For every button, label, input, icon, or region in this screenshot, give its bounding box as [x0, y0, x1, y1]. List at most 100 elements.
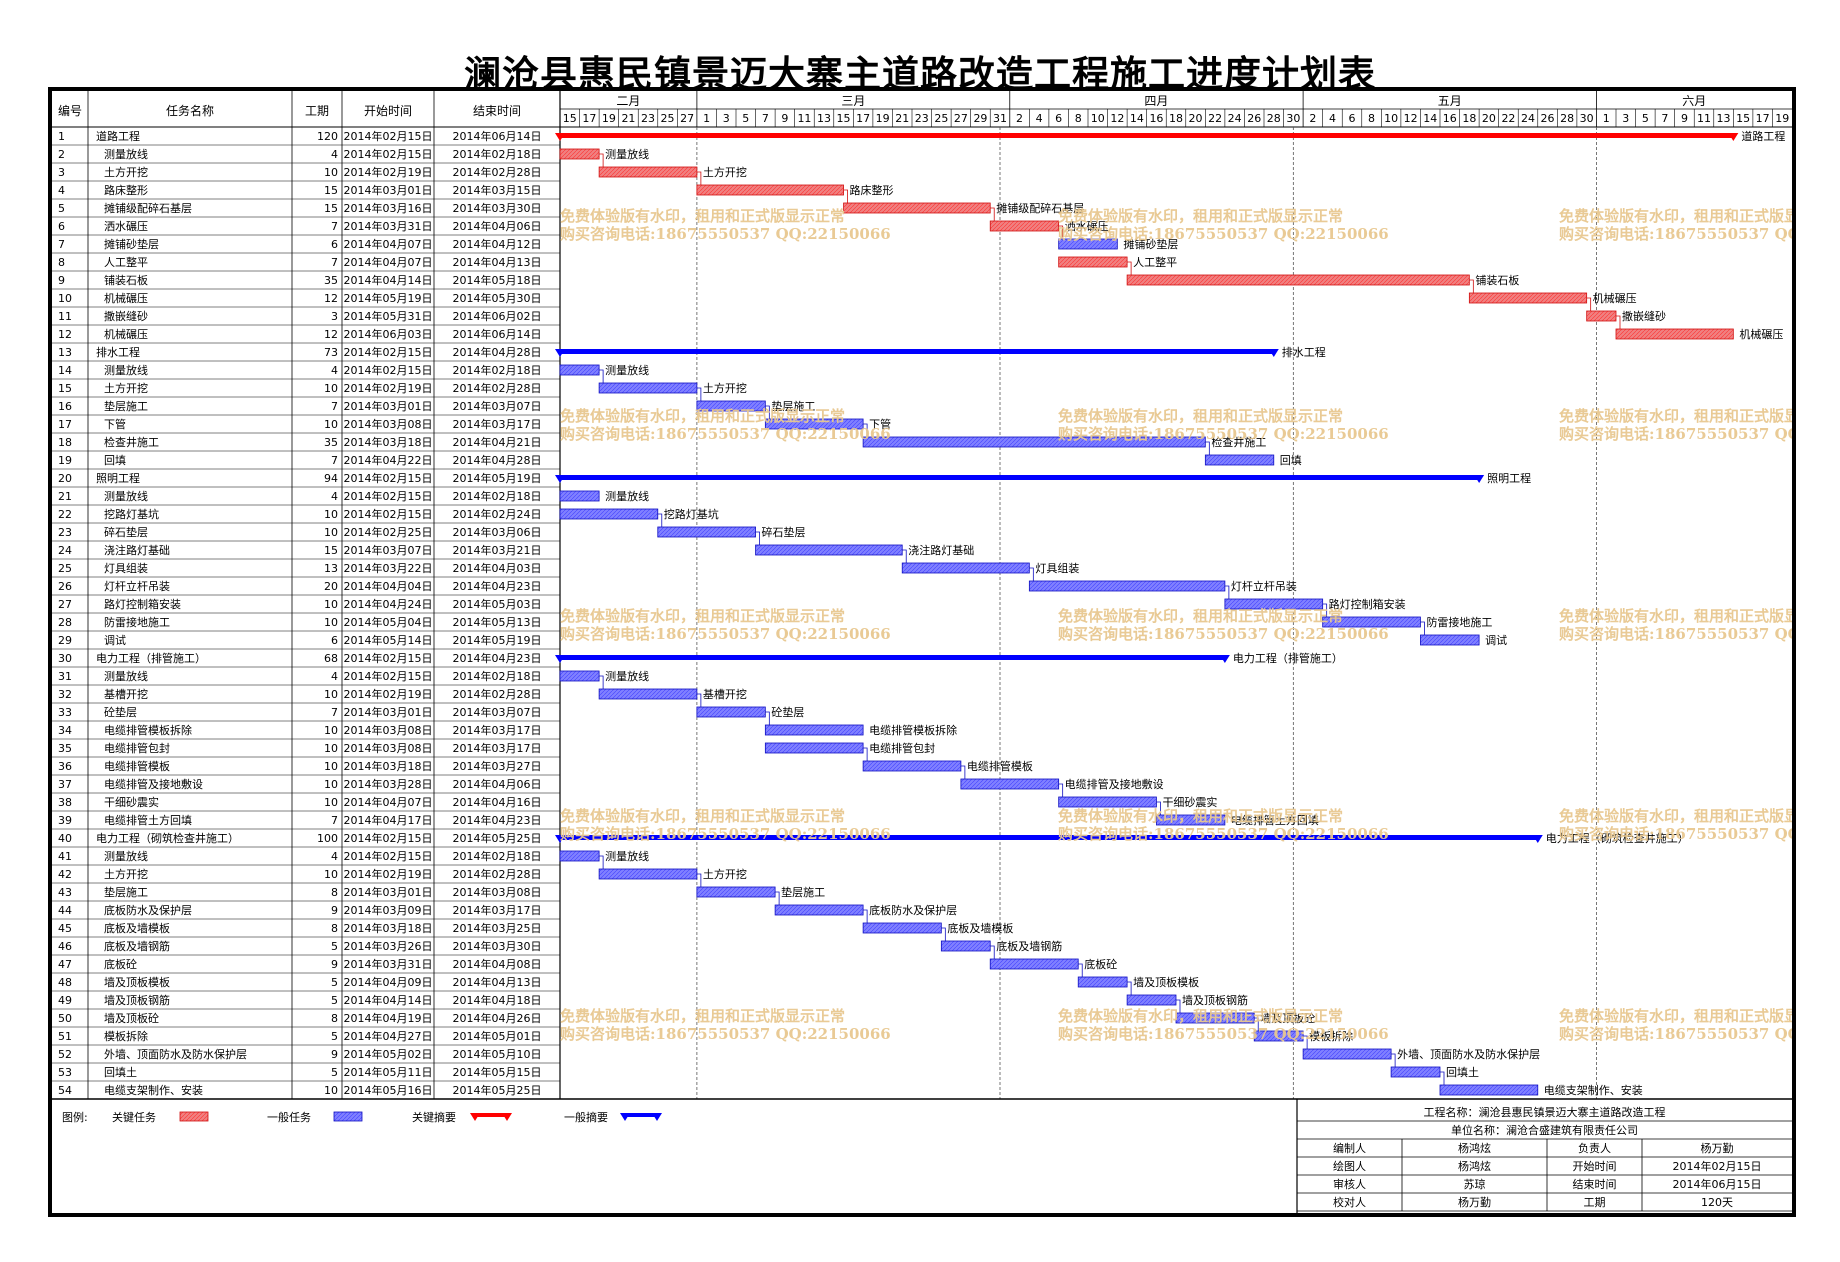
task-bar[interactable] [940, 940, 991, 952]
watermark-line-2: 购买咨询电话:18675550537 QQ:22150066 [1058, 225, 1389, 243]
task-bar[interactable] [1615, 328, 1734, 340]
task-bar[interactable] [559, 850, 600, 862]
task-bar[interactable] [1420, 634, 1480, 646]
task-name: 外墙、顶面防水及防水保护层 [104, 1047, 247, 1061]
summary-bar[interactable] [560, 349, 1274, 354]
task-bar[interactable] [657, 526, 756, 538]
bar-label: 机械碾压 [1739, 327, 1783, 341]
task-start: 2014年02月15日 [344, 147, 433, 161]
bar-label: 摊铺砂垫层 [1123, 237, 1178, 251]
task-bar[interactable] [1439, 1084, 1539, 1096]
task-bar[interactable] [559, 490, 600, 502]
task-bar[interactable] [989, 220, 1060, 232]
task-id: 38 [58, 796, 72, 809]
task-id: 25 [58, 562, 72, 575]
task-bar[interactable] [1390, 1066, 1441, 1078]
task-bar[interactable] [559, 148, 600, 160]
watermark-line-1: 免费体验版有水印，租用和正式版显示正常 [1559, 807, 1792, 825]
task-bar[interactable] [862, 760, 962, 772]
bar-label: 测量放线 [605, 147, 649, 161]
task-end: 2014年05月15日 [453, 1065, 542, 1079]
task-name: 电力工程（砌筑检查井施工） [96, 831, 239, 845]
task-end: 2014年03月17日 [453, 903, 542, 917]
task-bar[interactable] [1058, 238, 1118, 250]
task-bar[interactable] [696, 886, 776, 898]
task-start: 2014年05月11日 [344, 1065, 433, 1079]
task-end: 2014年02月28日 [453, 381, 542, 395]
task-name: 灯杆立杆吊装 [104, 579, 170, 593]
task-bar[interactable] [696, 184, 844, 196]
task-bar[interactable] [1077, 976, 1128, 988]
task-start: 2014年03月31日 [344, 957, 433, 971]
watermark-line-1: 免费体验版有水印，租用和正式版显示正常 [1559, 407, 1792, 425]
legend-item-label: 一般任务 [267, 1111, 311, 1124]
bar-label: 测量放线 [605, 849, 649, 863]
task-duration: 7 [331, 454, 338, 467]
dependency-link [765, 711, 770, 725]
task-bar[interactable] [696, 706, 766, 718]
task-duration: 5 [331, 1030, 338, 1043]
bar-label: 碎石垫层 [762, 525, 806, 539]
bar-label: 墙及顶板模板 [1133, 975, 1199, 989]
task-bar[interactable] [1058, 796, 1157, 808]
dependency-link [1058, 783, 1064, 797]
watermark-line-2: 购买咨询电话:18675550537 QQ:22150066 [560, 425, 891, 443]
task-bar[interactable] [901, 562, 1030, 574]
task-bar[interactable] [862, 436, 1206, 448]
task-bar[interactable] [1126, 994, 1177, 1006]
bar-label: 砼垫层 [771, 705, 804, 719]
summary-bar[interactable] [560, 655, 1225, 660]
task-bar[interactable] [598, 688, 698, 700]
task-start: 2014年02月15日 [344, 363, 433, 377]
day-label: 16 [1149, 112, 1163, 125]
task-id: 19 [58, 454, 72, 467]
task-bar[interactable] [755, 544, 903, 556]
watermark-line-1: 免费体验版有水印，租用和正式版显示正常 [560, 1007, 845, 1025]
task-bar[interactable] [774, 904, 864, 916]
task-bar[interactable] [960, 778, 1060, 790]
summary-bar[interactable] [560, 475, 1480, 480]
dependency-link [1469, 279, 1474, 293]
info-cell: 工期 [1584, 1196, 1606, 1209]
task-bar[interactable] [764, 742, 864, 754]
task-bar[interactable] [764, 724, 864, 736]
day-label: 18 [1169, 112, 1183, 125]
info-cell: 负责人 [1578, 1141, 1611, 1155]
task-bar[interactable] [559, 364, 600, 376]
summary-bar[interactable] [560, 133, 1734, 138]
day-label: 24 [1521, 112, 1535, 125]
task-duration: 120 [317, 130, 338, 143]
task-bar[interactable] [843, 202, 991, 214]
task-duration: 7 [331, 256, 338, 269]
task-end: 2014年03月17日 [453, 741, 542, 755]
task-end: 2014年05月01日 [453, 1029, 542, 1043]
task-end: 2014年05月19日 [453, 471, 542, 485]
task-bar[interactable] [598, 868, 698, 880]
task-bar[interactable] [1302, 1048, 1392, 1060]
task-bar[interactable] [598, 382, 698, 394]
task-bar[interactable] [1028, 580, 1226, 592]
task-bar[interactable] [1058, 256, 1128, 268]
task-bar[interactable] [989, 958, 1079, 970]
bar-label: 测量放线 [605, 489, 649, 503]
task-bar[interactable] [862, 922, 942, 934]
task-bar[interactable] [1468, 292, 1588, 304]
task-id: 31 [58, 670, 72, 683]
task-start: 2014年03月01日 [344, 183, 433, 197]
task-bar[interactable] [1156, 814, 1226, 826]
bar-label: 底板及墙钢筋 [996, 939, 1062, 953]
task-bar[interactable] [559, 670, 600, 682]
watermark-line-2: 购买咨询电话:18675550537 QQ:22150066 [1058, 825, 1389, 843]
task-id: 1 [58, 130, 65, 143]
task-bar[interactable] [1204, 454, 1275, 466]
bar-label: 路床整形 [850, 183, 894, 197]
task-start: 2014年05月31日 [344, 309, 433, 323]
task-end: 2014年02月28日 [453, 687, 542, 701]
task-bar[interactable] [559, 508, 659, 520]
task-end: 2014年04月23日 [453, 579, 542, 593]
task-bar[interactable] [1586, 310, 1617, 322]
bar-label: 电力工程（排管施工） [1233, 651, 1343, 665]
task-bar[interactable] [1126, 274, 1470, 286]
task-bar[interactable] [598, 166, 698, 178]
summary-bar[interactable] [560, 835, 1538, 840]
